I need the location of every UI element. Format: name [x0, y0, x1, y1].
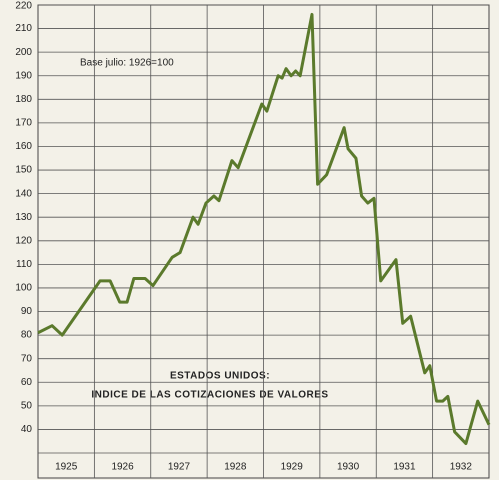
y-tick-label: 60 — [21, 377, 33, 388]
y-tick-label: 200 — [15, 47, 32, 58]
y-tick-label: 50 — [21, 400, 33, 411]
y-tick-label: 80 — [21, 330, 33, 341]
y-tick-label: 110 — [16, 259, 32, 270]
annotation: INDICE DE LAS COTIZACIONES DE VALORES — [91, 390, 328, 401]
x-tick-label: 1930 — [337, 462, 360, 473]
y-tick-label: 220 — [15, 1, 32, 12]
y-tick-label: 70 — [21, 353, 33, 364]
y-tick-label: 160 — [15, 141, 32, 152]
y-tick-label: 180 — [15, 94, 32, 105]
y-tick-label: 140 — [15, 188, 32, 199]
x-tick-label: 1931 — [393, 462, 416, 473]
y-tick-label: 120 — [15, 235, 32, 246]
annotation: Base julio: 1926=100 — [80, 58, 174, 69]
y-tick-label: 210 — [15, 23, 32, 34]
y-tick-label: 190 — [15, 70, 32, 81]
data-line — [37, 12, 491, 446]
x-tick-label: 1926 — [111, 462, 134, 473]
y-tick-label: 170 — [15, 118, 32, 129]
x-tick-label: 1929 — [281, 462, 304, 473]
y-tick-label: 100 — [15, 283, 32, 294]
y-tick-label: 150 — [15, 165, 32, 176]
x-tick-label: 1932 — [450, 462, 473, 473]
annotation: ESTADOS UNIDOS: — [170, 371, 270, 382]
x-tick-label: 1925 — [55, 462, 78, 473]
y-tick-label: 90 — [21, 306, 33, 317]
x-tick-label: 1927 — [168, 462, 191, 473]
y-tick-label: 40 — [21, 424, 33, 435]
y-tick-label: 130 — [15, 212, 32, 223]
x-tick-label: 1928 — [224, 462, 247, 473]
